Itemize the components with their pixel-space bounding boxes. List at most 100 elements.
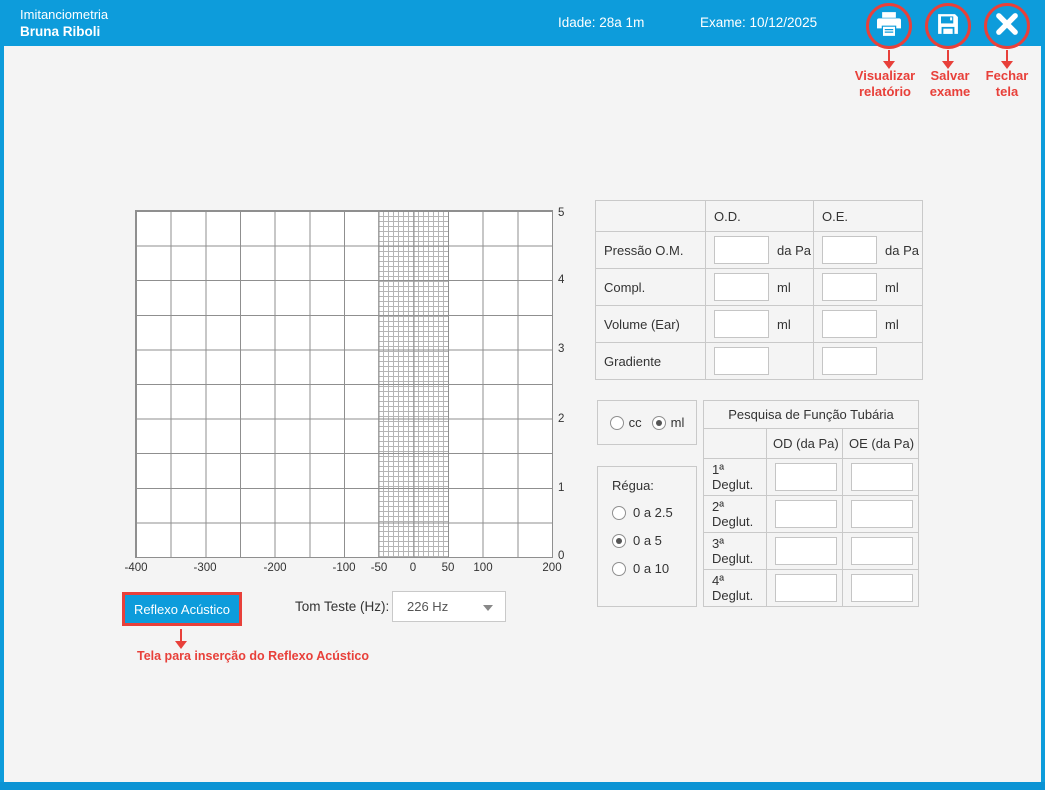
deglut1-od-input[interactable] <box>775 463 837 491</box>
print-annotation-arrowhead <box>883 61 895 69</box>
ml-radio-label: ml <box>671 415 685 430</box>
tympanogram-major-grid <box>136 211 552 557</box>
regua-radio-0-5[interactable] <box>612 534 626 548</box>
regua-radio-0-2.5[interactable] <box>612 506 626 520</box>
x-tick: -200 <box>263 562 286 574</box>
row-label: 3ª Deglut. <box>704 533 767 570</box>
reflex-annotation-note: Tela para inserção do Reflexo Acústico <box>137 649 369 663</box>
tubaria-column-od: OD (da Pa) <box>767 429 843 459</box>
cc-radio[interactable] <box>610 416 624 430</box>
compl-od-input[interactable] <box>714 273 769 301</box>
gradiente-oe-input[interactable] <box>822 347 877 375</box>
regua-option-label: 0 a 10 <box>633 561 669 576</box>
compl-oe-input[interactable] <box>822 273 877 301</box>
y-tick: 5 <box>558 207 564 219</box>
pressao-oe-input[interactable] <box>822 236 877 264</box>
table-row: Gradiente <box>596 343 923 380</box>
window-left-border <box>0 46 4 790</box>
pressao-od-input[interactable] <box>714 236 769 264</box>
regua-option-label: 0 a 2.5 <box>633 505 673 520</box>
deglut3-oe-input[interactable] <box>851 537 913 565</box>
tom-teste-label: Tom Teste (Hz): <box>295 599 389 614</box>
unit-toggle-group: cc ml <box>597 400 697 445</box>
tubaria-column-oe: OE (da Pa) <box>843 429 919 459</box>
table-row: 1ª Deglut. <box>704 459 919 496</box>
unit-label: ml <box>777 317 791 332</box>
chevron-down-icon <box>483 605 493 611</box>
x-tick: 50 <box>442 562 455 574</box>
imitanciometria-window: Imitanciometria Bruna Riboli Idade: 28a … <box>0 0 1045 790</box>
row-label: Compl. <box>596 269 706 306</box>
deglut4-oe-input[interactable] <box>851 574 913 602</box>
ml-radio[interactable] <box>652 416 666 430</box>
table-row: Pressão O.M. da Pa da Pa <box>596 232 923 269</box>
printer-icon <box>874 9 904 44</box>
row-label: Pressão O.M. <box>596 232 706 269</box>
deglut1-oe-input[interactable] <box>851 463 913 491</box>
measurements-corner-cell <box>596 201 706 232</box>
patient-name: Bruna Riboli <box>20 23 108 40</box>
tubaria-title: Pesquisa de Função Tubária <box>704 401 919 429</box>
x-tick: 0 <box>410 562 416 574</box>
volume-od-input[interactable] <box>714 310 769 338</box>
tympanogram-grid <box>135 210 553 558</box>
regua-option-0-2.5[interactable]: 0 a 2.5 <box>612 505 696 520</box>
gradiente-od-input[interactable] <box>714 347 769 375</box>
tom-teste-value: 226 Hz <box>407 599 448 614</box>
x-tick: 100 <box>473 562 492 574</box>
page-title: Imitanciometria <box>20 6 108 23</box>
x-tick: -50 <box>371 562 388 574</box>
reflex-annotation-arrowhead <box>175 641 187 649</box>
unit-label: ml <box>777 280 791 295</box>
measurements-table: O.D. O.E. Pressão O.M. da Pa da Pa Compl… <box>595 200 923 380</box>
x-tick: -100 <box>332 562 355 574</box>
regua-option-0-5[interactable]: 0 a 5 <box>612 533 696 548</box>
tom-teste-dropdown[interactable]: 226 Hz <box>392 591 506 622</box>
tubaria-table: Pesquisa de Função Tubária OD (da Pa) OE… <box>703 400 919 607</box>
regua-group: Régua: 0 a 2.5 0 a 5 0 a 10 <box>597 466 697 607</box>
cc-radio-label: cc <box>629 415 642 430</box>
deglut3-od-input[interactable] <box>775 537 837 565</box>
reflexo-acustico-button[interactable]: Reflexo Acústico <box>122 592 242 626</box>
table-row: 2ª Deglut. <box>704 496 919 533</box>
deglut4-od-input[interactable] <box>775 574 837 602</box>
tubaria-corner-cell <box>704 429 767 459</box>
deglut2-od-input[interactable] <box>775 500 837 528</box>
window-bottom-border <box>0 782 1045 790</box>
row-label: 1ª Deglut. <box>704 459 767 496</box>
table-row: Compl. ml ml <box>596 269 923 306</box>
y-tick: 0 <box>558 550 564 562</box>
x-tick: -400 <box>124 562 147 574</box>
column-header-od: O.D. <box>706 201 814 232</box>
x-tick: 200 <box>542 562 561 574</box>
y-tick: 1 <box>558 482 564 494</box>
cc-radio-option[interactable]: cc <box>610 415 642 430</box>
save-icon <box>934 10 962 43</box>
exam-date-label: Exame: 10/12/2025 <box>700 15 817 30</box>
save-annotation-arrowhead <box>942 61 954 69</box>
y-tick: 2 <box>558 413 564 425</box>
regua-label: Régua: <box>612 478 696 493</box>
title-block: Imitanciometria Bruna Riboli <box>20 6 108 40</box>
close-icon <box>993 10 1021 43</box>
print-report-button[interactable] <box>866 3 912 49</box>
regua-radio-0-10[interactable] <box>612 562 626 576</box>
volume-oe-input[interactable] <box>822 310 877 338</box>
age-label: Idade: 28a 1m <box>558 15 644 30</box>
deglut2-oe-input[interactable] <box>851 500 913 528</box>
unit-label: da Pa <box>777 243 811 258</box>
unit-label: ml <box>885 280 899 295</box>
save-exam-button[interactable] <box>925 3 971 49</box>
unit-label: da Pa <box>885 243 919 258</box>
table-row: Volume (Ear) ml ml <box>596 306 923 343</box>
regua-option-label: 0 a 5 <box>633 533 662 548</box>
y-tick: 4 <box>558 274 564 286</box>
row-label: 2ª Deglut. <box>704 496 767 533</box>
close-screen-button[interactable] <box>984 3 1030 49</box>
regua-option-0-10[interactable]: 0 a 10 <box>612 561 696 576</box>
unit-label: ml <box>885 317 899 332</box>
table-row: 3ª Deglut. <box>704 533 919 570</box>
ml-radio-option[interactable]: ml <box>652 415 685 430</box>
row-label: 4ª Deglut. <box>704 570 767 607</box>
close-annotation-arrowhead <box>1001 61 1013 69</box>
